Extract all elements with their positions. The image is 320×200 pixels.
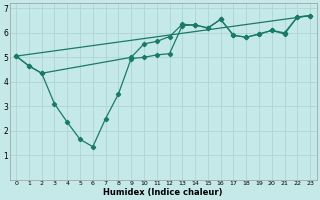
X-axis label: Humidex (Indice chaleur): Humidex (Indice chaleur) [103,188,223,197]
